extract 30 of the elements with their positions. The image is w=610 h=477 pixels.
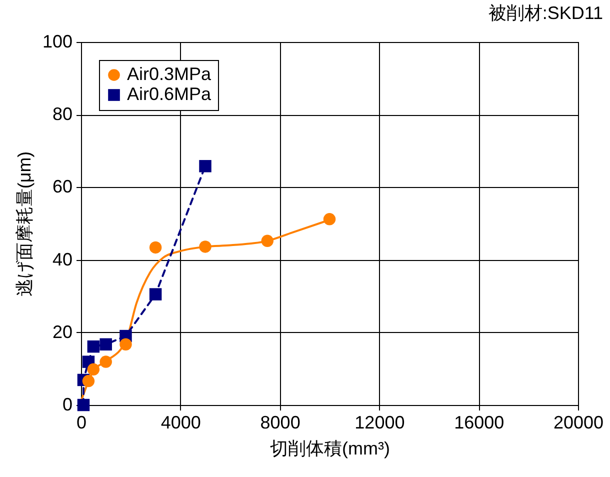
- point: [100, 356, 112, 368]
- x-tick-label: 4000: [160, 412, 201, 432]
- point: [87, 340, 100, 353]
- y-tick-label: 40: [52, 249, 72, 270]
- point: [82, 374, 95, 388]
- x-axis-title: 切削体積(mm³): [270, 438, 390, 458]
- y-tick-label: 100: [42, 32, 72, 52]
- x-tick-label: 16000: [454, 412, 504, 432]
- point: [77, 398, 90, 412]
- legend-label: Air0.6MPa: [127, 84, 212, 104]
- x-tick-label: 12000: [354, 412, 405, 432]
- point: [100, 338, 112, 350]
- x-tick-label: 20000: [553, 412, 604, 432]
- legend-label: Air0.3MPa: [127, 64, 212, 84]
- y-tick-label: 60: [52, 176, 72, 197]
- y-axis-title: 逃げ面摩耗量(μm): [14, 151, 34, 297]
- point: [199, 240, 212, 253]
- chart-title: 被削材:SKD11: [488, 3, 604, 23]
- point: [87, 363, 100, 376]
- point: [261, 234, 274, 248]
- x-tick-label: 0: [76, 412, 87, 432]
- point: [120, 338, 132, 350]
- y-tick-label: 20: [52, 322, 72, 342]
- y-tick-label: 80: [52, 104, 72, 124]
- point: [199, 160, 212, 172]
- y-tick-label: 0: [62, 394, 72, 414]
- point: [323, 213, 336, 226]
- point: [149, 288, 162, 300]
- point: [149, 241, 162, 254]
- x-tick-label: 8000: [260, 412, 300, 432]
